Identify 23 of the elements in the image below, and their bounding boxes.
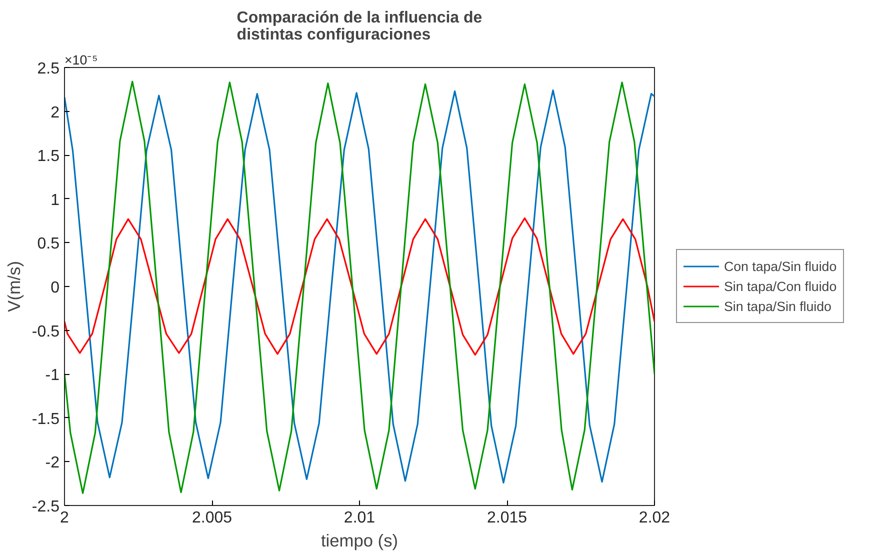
- x-tick-label: 2.01: [344, 510, 376, 526]
- y-tick-label: 1: [50, 192, 60, 209]
- legend-label: Sin tapa/Sin fluido: [724, 298, 832, 314]
- y-tick-label: 0: [50, 280, 60, 296]
- y-axis-title: V(m/s): [4, 260, 24, 312]
- x-tick-label: 2.015: [486, 510, 528, 526]
- chart-title: Comparación de la influencia de distintas configuraciones: [236, 10, 482, 44]
- legend-label: Sin tapa/Con fluido: [724, 278, 837, 294]
- y-tick-label: 2.5: [37, 60, 60, 78]
- y-tick-label: 2: [50, 104, 60, 122]
- y-tick-label: -2: [45, 454, 60, 472]
- y-tick-label: 0.5: [37, 236, 60, 253]
- line-series: [64, 217, 654, 356]
- y-tick-label: -1: [45, 367, 60, 384]
- x-tick-label: 2.02: [638, 510, 670, 526]
- text: ×10⁻⁵: [64, 52, 98, 68]
- x-axis-title: tiempo (s): [320, 530, 398, 550]
- legend-label: Con tapa/Sin fluido: [724, 258, 837, 274]
- y-tick-label: -2.5: [32, 498, 60, 516]
- y-tick-label: 1.5: [37, 148, 60, 166]
- y-tick-label: -1.5: [32, 410, 60, 428]
- y-tick-label: -0.5: [32, 323, 60, 340]
- x-tick-label: 2.005: [192, 510, 232, 526]
